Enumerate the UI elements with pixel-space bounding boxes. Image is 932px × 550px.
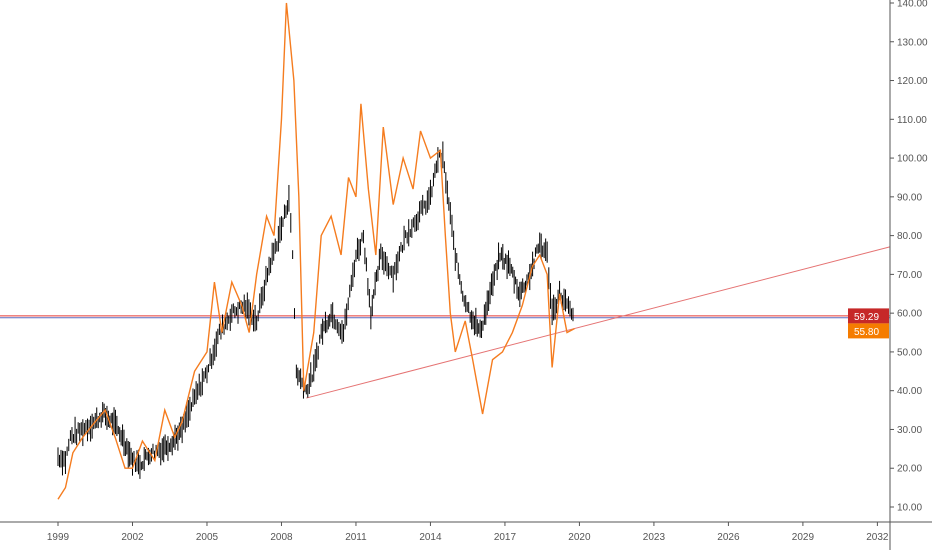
price-label-text: 55.80 — [854, 327, 879, 338]
y-tick-label: 130.00 — [897, 37, 928, 48]
y-tick-label: 30.00 — [897, 425, 922, 436]
x-tick-label: 2005 — [196, 532, 219, 543]
series-line — [57, 2, 575, 500]
x-tick-label: 2014 — [419, 532, 442, 543]
y-tick-label: 40.00 — [897, 386, 922, 397]
price-label-badge — [848, 308, 889, 324]
x-tick-label: 2026 — [717, 532, 740, 543]
price-label-badge — [848, 323, 889, 339]
y-tick-label: 90.00 — [897, 192, 922, 203]
x-tick-label: 2029 — [792, 532, 815, 543]
y-tick-label: 10.00 — [897, 503, 922, 514]
x-tick-label: 2032 — [866, 532, 889, 543]
y-tick-label: 120.00 — [897, 76, 928, 87]
x-tick-label: 2017 — [494, 532, 517, 543]
plot-area — [0, 2, 890, 500]
y-tick-label: 20.00 — [897, 464, 922, 475]
y-tick-label: 80.00 — [897, 231, 922, 242]
y-tick-label: 110.00 — [897, 115, 927, 126]
y-tick-label: 50.00 — [897, 347, 922, 358]
price-label-text: 59.29 — [854, 312, 879, 323]
y-tick-label: 100.00 — [897, 154, 928, 165]
price-axis[interactable]: 10.00 20.00 30.00 40.00 50.00 60.00 70.00 80.00… — [890, 0, 928, 514]
trendline — [306, 246, 890, 399]
y-tick-label: 70.00 — [897, 270, 922, 281]
time-axis[interactable]: 1999 2002 2005 2008 2011 2014 2017 2020 2023 2026… — [47, 522, 889, 543]
x-tick-label: 2023 — [643, 532, 666, 543]
y-tick-label: 140.00 — [897, 0, 928, 9]
x-tick-label: 2008 — [270, 532, 293, 543]
x-tick-label: 2002 — [121, 532, 144, 543]
y-tick-label: 60.00 — [897, 309, 922, 320]
x-tick-label: 2011 — [345, 532, 367, 543]
x-tick-label: 2020 — [568, 532, 591, 543]
price-labels: 59.29 55.80 — [848, 308, 889, 339]
x-tick-label: 1999 — [47, 532, 70, 543]
